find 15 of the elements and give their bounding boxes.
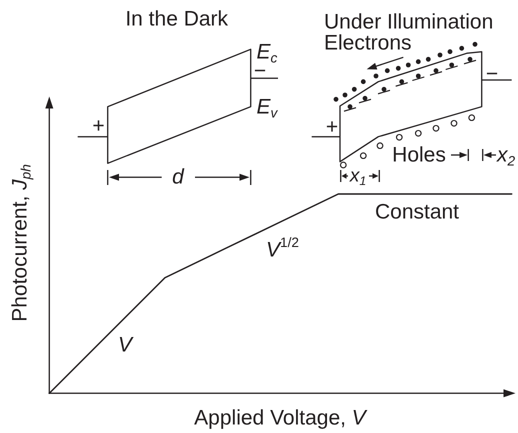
text: In the Dark bbox=[125, 8, 228, 30]
text: x$_{1}$ bbox=[350, 166, 366, 188]
text: d bbox=[172, 166, 184, 188]
annotation: Constant bbox=[374, 200, 460, 224]
annotation: V$^{1/2}$ bbox=[266, 234, 299, 262]
x-axis-title: Applied Voltage, V bbox=[194, 406, 366, 430]
text: E$_{v}$ bbox=[256, 96, 278, 121]
text: Electrons bbox=[324, 32, 412, 54]
text: + bbox=[326, 116, 338, 138]
text: Holes bbox=[392, 144, 446, 166]
text: Under Illumination bbox=[324, 10, 494, 34]
annotation: V bbox=[118, 334, 132, 356]
text: x$_{2}$ bbox=[496, 144, 516, 169]
text: − bbox=[486, 62, 498, 86]
text: + bbox=[92, 114, 105, 138]
